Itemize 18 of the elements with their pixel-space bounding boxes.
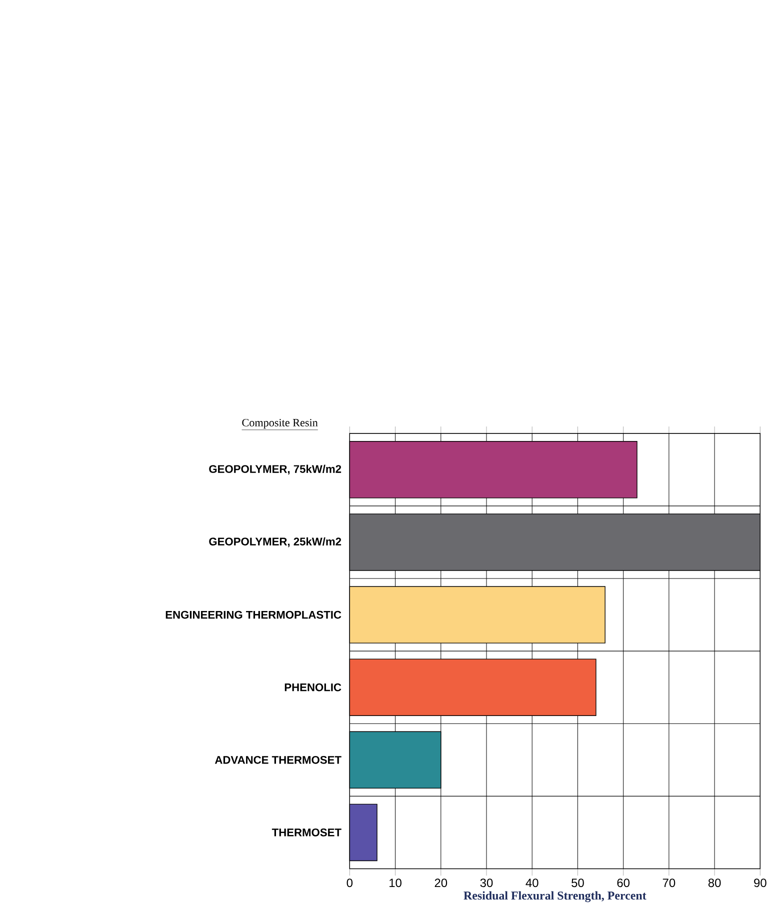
y-tick-label: PHENOLIC <box>285 683 342 692</box>
x-tick-label: 0 <box>347 878 353 888</box>
x-tick-label: 10 <box>390 878 402 888</box>
x-tick-label: 40 <box>526 878 538 888</box>
x-tick-label: 30 <box>480 878 493 888</box>
y-axis-title: Composite Resin <box>242 418 318 429</box>
x-axis-title: Residual Flexural Strength, Percent <box>464 891 646 902</box>
y-tick-label: GEOPOLYMER, 75kW/m2 <box>209 464 342 475</box>
x-tick-label: 80 <box>708 878 721 888</box>
y-tick-label: ENGINEERING THERMOPLASTIC <box>166 610 342 619</box>
y-tick-label: THERMOSET <box>272 828 342 836</box>
x-tick-label: 90 <box>754 878 767 888</box>
y-tick-label: ADVANCE THERMOSET <box>215 756 342 764</box>
x-tick-label: 70 <box>663 878 676 888</box>
x-tick-label: 50 <box>572 878 584 888</box>
y-tick-label: GEOPOLYMER, 25kW/m2 <box>209 537 342 548</box>
x-tick-label: 60 <box>617 878 630 888</box>
x-tick-label: 20 <box>435 878 448 888</box>
